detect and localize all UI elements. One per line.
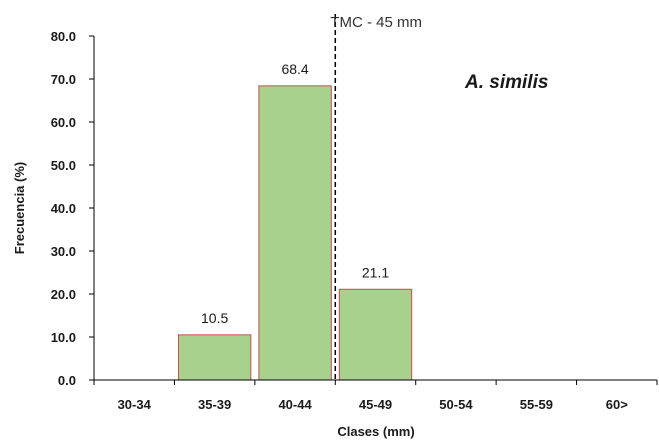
data-label: 10.5 <box>201 310 228 326</box>
bar-35-39 <box>177 334 252 381</box>
x-tick-label: 40-44 <box>278 397 312 412</box>
x-axis-title: Clases (mm) <box>337 424 414 439</box>
data-label: 68.4 <box>281 61 308 77</box>
reference-line-label: TMC - 45 mm <box>330 14 422 31</box>
data-label: 21.1 <box>362 264 389 280</box>
y-tick-label: 80.0 <box>51 29 76 44</box>
y-tick-label: 30.0 <box>51 244 76 259</box>
x-tick-label: 35-39 <box>198 397 231 412</box>
bar-40-44 <box>258 85 332 381</box>
y-tick-label: 40.0 <box>51 201 76 216</box>
x-tick-label: 55-59 <box>520 397 553 412</box>
data-labels: 10.5 68.4 21.1 <box>201 61 389 326</box>
bars <box>177 85 413 381</box>
x-tick-label: 50-54 <box>439 397 473 412</box>
y-tick-label: 60.0 <box>51 115 76 130</box>
x-tick-label: 60> <box>606 397 628 412</box>
bar-45-49 <box>338 288 413 381</box>
x-tick-label: 45-49 <box>359 397 392 412</box>
axis-tick-marks <box>89 35 658 385</box>
y-tick-label: 10.0 <box>51 330 76 345</box>
y-tick-label: 0.0 <box>58 373 76 388</box>
y-tick-labels: 0.0 10.0 20.0 30.0 40.0 50.0 60.0 70.0 80.0 <box>51 29 76 388</box>
x-tick-labels: 30-34 35-39 40-44 45-49 50-54 55-59 60> <box>118 397 629 412</box>
y-axis-title: Frecuencia (%) <box>12 162 27 254</box>
chart-title: A. similis <box>464 72 548 93</box>
y-tick-label: 50.0 <box>51 158 76 173</box>
y-tick-label: 20.0 <box>51 287 76 302</box>
x-tick-label: 30-34 <box>118 397 152 412</box>
y-tick-label: 70.0 <box>51 72 76 87</box>
